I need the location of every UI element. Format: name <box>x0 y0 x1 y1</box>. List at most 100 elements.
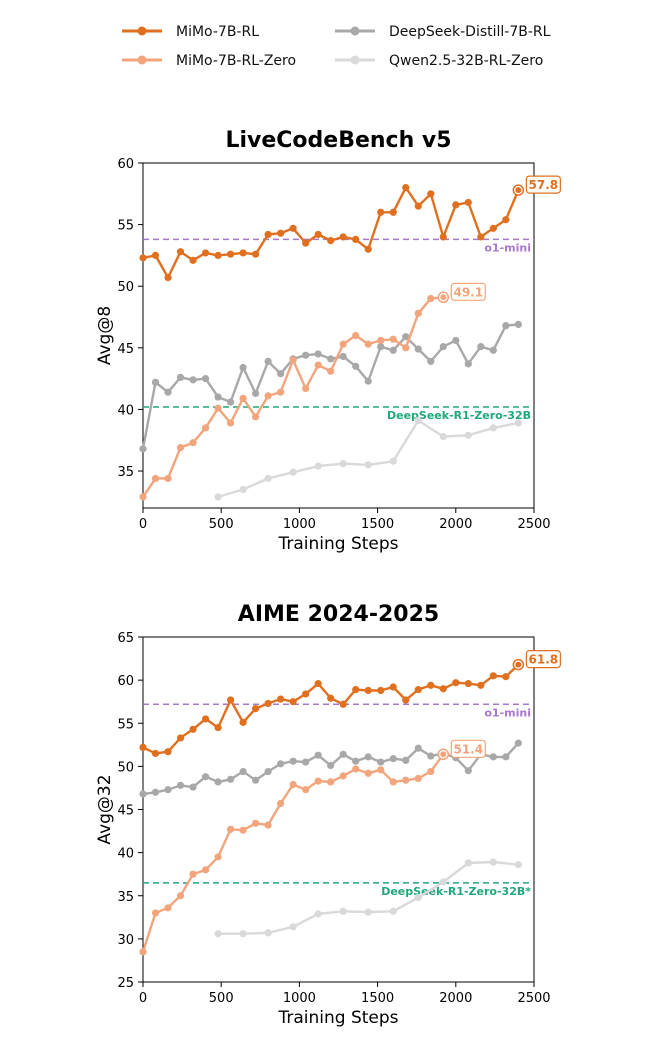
data-point <box>264 474 272 483</box>
data-point <box>239 826 247 834</box>
series-line-qwen2-5-32b-rl-zero <box>218 860 519 935</box>
data-point <box>239 485 247 494</box>
data-point <box>489 672 497 680</box>
data-point <box>439 233 447 241</box>
x-tick-label: 1000 <box>283 991 316 1006</box>
data-point <box>214 723 222 732</box>
series-qwen2-5-32b-rl-zero <box>214 416 522 501</box>
data-point <box>139 743 147 752</box>
data-point <box>164 388 172 396</box>
data-point <box>339 352 347 361</box>
x-tick-label: 1000 <box>283 517 316 532</box>
data-point <box>302 384 310 393</box>
data-point <box>239 767 247 776</box>
data-point <box>201 866 210 874</box>
data-point <box>252 413 260 421</box>
data-point <box>339 233 347 241</box>
annotation-mimo-7b-rl: 57.8 <box>512 175 561 196</box>
annotation-box <box>525 175 561 194</box>
data-point <box>414 774 422 783</box>
chart-livecodebench: LiveCodeBench v5 0 500 1000 1500 2000 2500 35 40… <box>95 128 561 554</box>
data-point <box>502 322 510 330</box>
data-point <box>239 249 247 257</box>
data-point <box>176 892 185 900</box>
data-point <box>439 685 447 693</box>
data-point <box>377 686 385 695</box>
x-tick-label: 1500 <box>361 991 394 1006</box>
data-point <box>176 734 185 742</box>
data-point <box>464 767 472 775</box>
data-point <box>427 752 435 760</box>
data-point <box>327 778 335 786</box>
annotation-mimo-7b-rl-zero: 51.4 <box>437 739 486 761</box>
reference-label-deepseek-r1-zero-32b: DeepSeek-R1-Zero-32B <box>387 409 531 422</box>
data-point <box>189 783 197 791</box>
data-point <box>402 344 410 352</box>
x-tick-label: 1500 <box>361 517 394 532</box>
data-point <box>239 930 247 938</box>
data-point <box>389 335 397 343</box>
legend-marker-mimo-7b-rl-zero <box>137 55 147 65</box>
data-point <box>201 424 210 432</box>
series-line-deepseek-distill-7b-rl <box>141 323 519 450</box>
data-point <box>239 718 247 726</box>
y-tick-label: 40 <box>117 847 134 862</box>
data-point <box>327 367 335 375</box>
data-point <box>464 198 472 207</box>
data-point <box>314 777 322 785</box>
data-point <box>414 309 422 317</box>
data-point <box>314 462 322 470</box>
data-point <box>289 698 297 706</box>
data-point <box>151 378 160 386</box>
data-point <box>464 431 472 439</box>
data-point <box>352 235 360 243</box>
data-point <box>151 474 160 483</box>
data-point <box>277 799 285 808</box>
y-tick-label: 50 <box>117 280 134 295</box>
data-point <box>302 351 310 359</box>
data-point <box>502 753 510 761</box>
data-point <box>327 761 335 770</box>
data-point <box>164 273 172 282</box>
data-point <box>189 376 197 384</box>
data-point <box>302 786 310 794</box>
data-point <box>139 790 147 798</box>
data-point <box>214 404 222 412</box>
data-point <box>389 755 397 763</box>
data-point <box>339 907 347 915</box>
annotation-mimo-7b-rl: 61.8 <box>512 649 561 671</box>
chart-title: AIME 2024-2025 <box>238 602 439 627</box>
data-point <box>151 909 160 917</box>
data-point <box>389 907 397 915</box>
data-point <box>277 695 285 703</box>
y-tick-label: 55 <box>117 219 134 234</box>
data-point <box>226 825 235 833</box>
data-point <box>277 388 285 396</box>
data-point <box>314 751 322 759</box>
series-line-mimo-7b-rl <box>142 186 520 279</box>
data-point <box>352 765 360 773</box>
data-point <box>364 686 372 695</box>
data-point <box>389 457 397 465</box>
data-point <box>264 357 272 365</box>
chart-aime: AIME 2024-2025 0 500 1000 1500 2000 2500 25 30 35… <box>95 602 561 1028</box>
data-point <box>452 336 460 345</box>
data-point <box>314 361 322 369</box>
data-point <box>289 224 297 232</box>
annotation-mimo-7b-rl-zero: 49.1 <box>437 282 486 304</box>
data-point <box>226 696 235 704</box>
data-point <box>514 739 522 747</box>
data-point <box>139 445 147 453</box>
data-point <box>151 251 160 260</box>
data-point <box>464 360 472 368</box>
x-tick-label: 0 <box>139 991 147 1006</box>
data-point <box>264 821 272 829</box>
series-qwen2-5-32b-rl-zero <box>214 858 522 938</box>
data-point <box>277 370 285 378</box>
data-point <box>514 419 522 427</box>
data-point <box>339 750 347 758</box>
data-point <box>414 686 422 694</box>
data-point <box>289 468 297 476</box>
